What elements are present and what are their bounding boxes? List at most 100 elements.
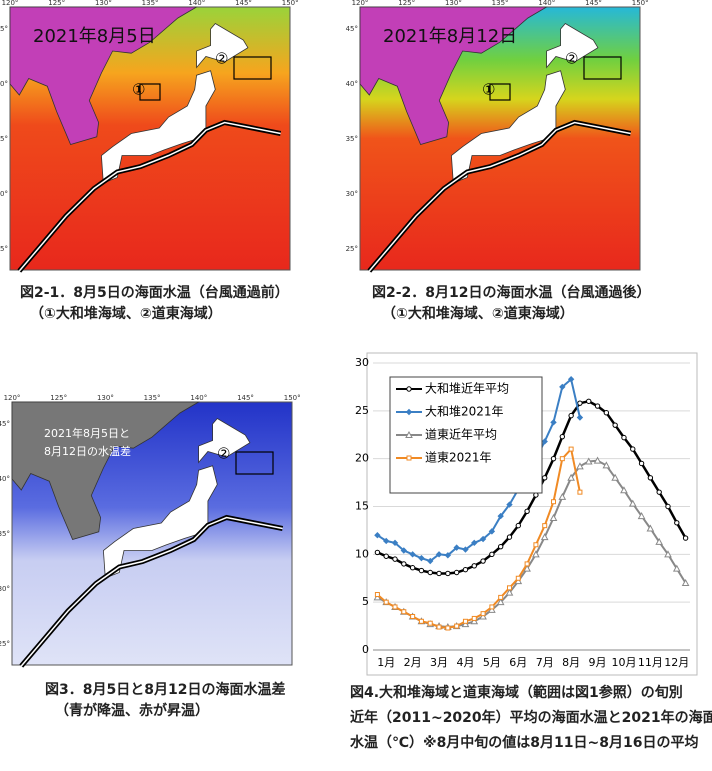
y-tick-label: 30	[355, 356, 369, 369]
lat-label: 35°	[0, 530, 10, 538]
lat-label: 40°	[0, 475, 10, 483]
point	[532, 550, 540, 558]
x-tick-label: 6月	[509, 656, 527, 669]
point	[542, 475, 548, 481]
point	[383, 599, 389, 605]
point	[577, 400, 583, 406]
point	[541, 438, 548, 445]
point	[594, 403, 601, 409]
point	[568, 412, 574, 419]
lat-label: 45°	[0, 25, 8, 33]
point	[392, 604, 398, 610]
point	[470, 617, 479, 625]
lon-label: 120°	[2, 0, 19, 7]
point	[523, 564, 531, 572]
map-date: 2021年8月5日と	[44, 426, 130, 440]
lon-label: 130°	[97, 394, 114, 402]
point	[602, 461, 611, 469]
point	[405, 408, 413, 416]
point	[576, 462, 584, 470]
point	[506, 501, 513, 508]
point	[682, 535, 689, 541]
x-tick-label: 2月	[404, 656, 422, 669]
point	[505, 588, 514, 596]
point	[603, 410, 610, 416]
caption: 水温（℃）※8月中旬の値は8月11日~8月16日の平均	[350, 734, 698, 751]
lon-label: 140°	[188, 0, 205, 7]
current	[18, 121, 281, 272]
legend-label: 大和堆2021年	[425, 405, 504, 419]
map-land	[450, 70, 566, 184]
point	[515, 575, 521, 581]
point	[611, 473, 619, 481]
point	[427, 569, 433, 576]
point	[489, 551, 495, 558]
map-land	[198, 417, 251, 464]
point	[445, 570, 451, 577]
lat-label: 30°	[0, 585, 10, 593]
y-tick-label: 10	[355, 547, 369, 560]
point	[418, 567, 425, 574]
point	[427, 620, 433, 626]
point	[480, 611, 486, 617]
lon-label: 130°	[445, 0, 462, 7]
point	[674, 520, 680, 526]
caption: 図4.大和堆海域と道東海域（範囲は図1参照）の旬別	[350, 684, 683, 701]
point	[406, 455, 412, 461]
lon-label: 150°	[632, 0, 649, 7]
caption: 図3．8月5日と8月12日の海面水温差	[45, 681, 285, 698]
x-tick-label: 12月	[664, 656, 689, 669]
point	[637, 512, 646, 520]
point	[672, 564, 681, 572]
point	[471, 539, 478, 547]
lon-label: 125°	[48, 0, 65, 7]
point	[506, 585, 512, 591]
lat-label: 25°	[0, 245, 8, 253]
y-tick-label: 5	[362, 595, 369, 608]
point	[383, 537, 390, 545]
point	[612, 422, 618, 428]
lat-label: 40°	[346, 80, 358, 88]
y-tick-label: 0	[362, 643, 369, 656]
point	[576, 414, 584, 421]
point	[453, 569, 460, 576]
area-box	[233, 56, 272, 80]
point	[577, 489, 583, 495]
point	[551, 499, 557, 505]
caption: （青が降温、赤が昇温）	[55, 702, 209, 719]
point	[515, 522, 521, 529]
legend-label: 大和堆近年平均	[425, 382, 509, 396]
area-box	[583, 56, 622, 80]
lat-label: 45°	[0, 420, 10, 428]
x-tick-label: 8月	[562, 656, 580, 669]
x-tick-label: 7月	[536, 656, 554, 669]
lon-label: 135°	[142, 0, 159, 7]
point	[489, 604, 495, 610]
lon-label: 145°	[585, 0, 602, 7]
lat-label: 45°	[346, 25, 358, 33]
lon-label: 145°	[237, 394, 254, 402]
point	[410, 614, 416, 620]
point	[497, 512, 504, 520]
lon-label: 125°	[398, 0, 415, 7]
lon-label: 140°	[190, 394, 207, 402]
lon-label: 150°	[284, 394, 301, 402]
point	[498, 594, 504, 600]
point	[444, 552, 452, 559]
point	[409, 551, 416, 558]
point	[401, 609, 407, 615]
point	[374, 549, 381, 556]
point	[392, 556, 398, 562]
y-tick-label: 20	[355, 452, 369, 465]
point	[383, 553, 389, 559]
point	[549, 513, 558, 521]
point	[646, 524, 655, 532]
point	[461, 620, 470, 628]
point	[374, 531, 381, 539]
point	[436, 570, 442, 577]
area-marker: ②	[217, 445, 230, 463]
point	[655, 537, 664, 545]
point	[542, 523, 548, 529]
map-land	[196, 22, 249, 69]
